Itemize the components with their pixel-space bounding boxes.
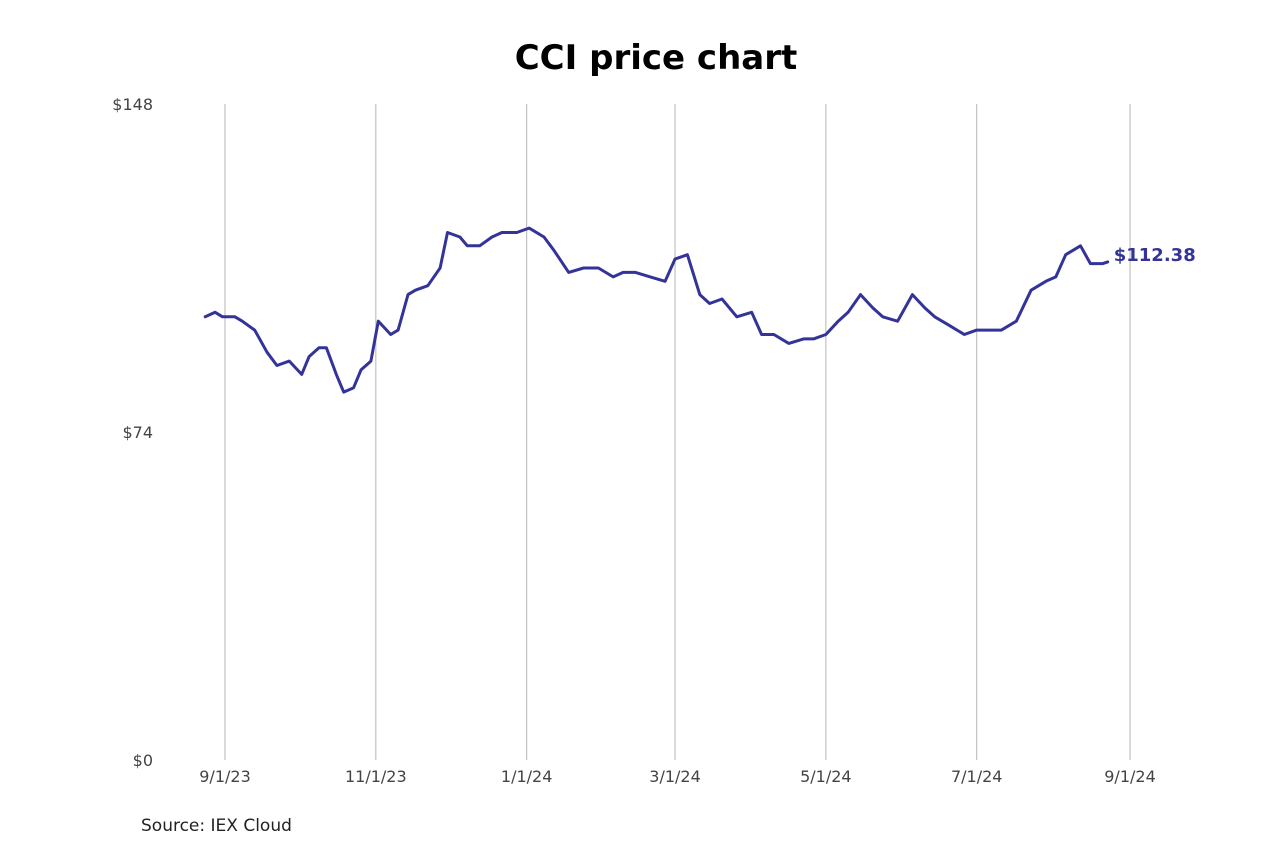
- x-tick-label: 1/1/24: [501, 767, 553, 786]
- x-tick-label: 9/1/23: [199, 767, 251, 786]
- y-axis-ticks: $0 $74 $148: [112, 95, 153, 770]
- chart-title: CCI price chart: [514, 38, 798, 78]
- x-tick-label: 9/1/24: [1104, 767, 1156, 786]
- x-tick-label: 5/1/24: [800, 767, 852, 786]
- x-axis-ticks: 9/1/23 11/1/23 1/1/24 3/1/24 5/1/24 7/1/24 9/1…: [199, 767, 1156, 786]
- gridlines: [224, 104, 1131, 760]
- x-tick-label: 7/1/24: [951, 767, 1003, 786]
- last-price-label: $112.38: [1114, 245, 1196, 266]
- y-tick-label: $74: [122, 423, 153, 442]
- y-tick-label: $0: [133, 751, 153, 770]
- y-tick-label: $148: [112, 95, 153, 114]
- x-tick-label: 3/1/24: [649, 767, 701, 786]
- source-note: Source: IEX Cloud: [141, 816, 292, 836]
- x-tick-label: 11/1/23: [345, 767, 407, 786]
- price-series-line: [203, 226, 1110, 394]
